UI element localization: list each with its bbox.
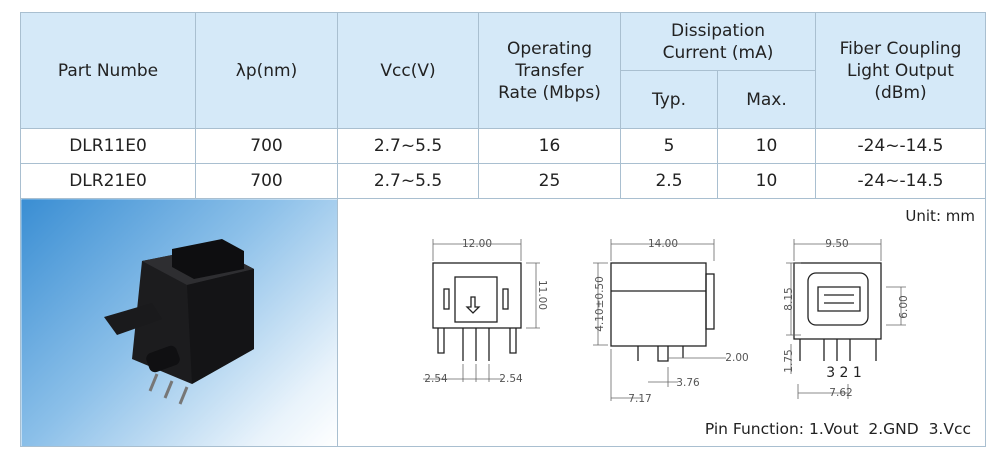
header-cell: Operating Transfer Rate (Mbps) [478,12,621,129]
dim-label: 7.62 [829,387,852,399]
dim-label: 2.54 [424,373,448,385]
header-cell: Part Numbe [20,12,196,129]
dim-label: 11.00 [536,280,548,310]
dim-label: 12.00 [462,238,492,250]
data-cell: DLR11E0 [20,128,196,164]
dimension-drawings: 12.00 11.00 2.54 2.54 14.00 4.10±0.50 2.… [423,238,910,405]
header-text: Dissipation [670,20,766,41]
header-cell: Typ. [620,70,718,129]
data-cell: 25 [478,163,621,199]
data-cell: 2.7~5.5 [337,128,479,164]
data-cell: 2.5 [620,163,718,199]
data-cell: 16 [478,128,621,164]
data-cell: 700 [195,128,338,164]
connector-illustration [103,239,254,405]
header-text: (dBm) [874,82,927,103]
dim-label: 9.50 [825,238,848,250]
data-row: DLR11E0 700 2.7~5.5 16 5 10 -24~-14.5 [20,128,986,164]
data-cell: 10 [717,128,816,164]
drawing-cell: Unit: mm 12.00 11.00 2.54 2.54 [337,198,986,447]
dim-label: 4.10±0.50 [594,276,606,332]
data-cell: 5 [620,128,718,164]
header-text: Transfer [515,60,584,81]
data-cell: DLR21E0 [20,163,196,199]
header-text: Rate (Mbps) [498,82,601,103]
data-cell: 2.7~5.5 [337,163,479,199]
dim-label: 6.00 [898,295,910,318]
header-text: Light Output [847,60,954,81]
data-row: DLR21E0 700 2.7~5.5 25 2.5 10 -24~-14.5 [20,163,986,199]
dim-label: 2.00 [725,352,748,364]
data-cell: 10 [717,163,816,199]
pin-function: Pin Function: 1.Vout 2.GND 3.Vcc [704,420,971,438]
pin-numbers: 3 2 1 [826,365,862,381]
dim-label: 14.00 [648,238,678,250]
image-row: Unit: mm 12.00 11.00 2.54 2.54 [20,198,986,447]
dim-label: 2.54 [499,373,523,385]
data-cell: 700 [195,163,338,199]
dim-label: 8.15 [783,287,795,310]
data-cell: -24~-14.5 [815,163,986,199]
header-text: Operating [507,38,592,59]
header-cell: Fiber Coupling Light Output (dBm) [815,12,986,129]
dim-label: 3.76 [676,377,700,389]
header-cell: Max. [717,70,816,129]
product-photo [20,198,338,447]
header-cell: Vcc(V) [337,12,479,129]
dim-label: 1.75 [783,349,795,372]
header-cell: Dissipation Current (mA) [620,12,816,71]
header-cell: λp(nm) [195,12,338,129]
dim-label: 7.17 [628,393,651,405]
header-text: Fiber Coupling [839,38,962,59]
table-body: DLR11E0 700 2.7~5.5 16 5 10 -24~-14.5 DLR21E0 70… [20,128,986,447]
data-cell: -24~-14.5 [815,128,986,164]
spec-table: Part Numbe λp(nm) Vcc(V) Operating Trans… [20,12,986,447]
unit-note: Unit: mm [905,207,975,225]
header-text: Current (mA) [662,42,774,63]
